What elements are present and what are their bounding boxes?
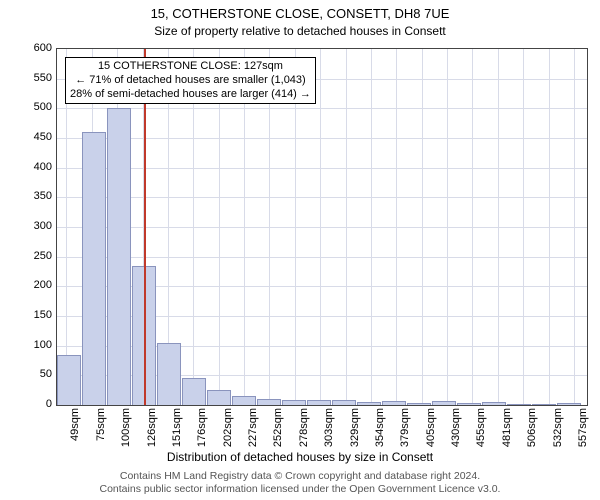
gridline-h — [57, 257, 587, 258]
y-tick-label: 600 — [12, 42, 52, 54]
histogram-bar — [432, 401, 456, 405]
footer-line1: Contains HM Land Registry data © Crown c… — [0, 470, 600, 483]
histogram-bar — [507, 404, 531, 405]
gridline-v — [320, 49, 321, 405]
chart-title: 15, COTHERSTONE CLOSE, CONSETT, DH8 7UE — [0, 6, 600, 21]
histogram-bar — [557, 403, 581, 405]
x-tick-label: 227sqm — [247, 408, 259, 468]
gridline-v — [346, 49, 347, 405]
histogram-bar — [332, 400, 356, 405]
histogram-bar — [82, 132, 106, 405]
footer-line2: Contains public sector information licen… — [0, 483, 600, 496]
gridline-v — [549, 49, 550, 405]
y-tick-label: 550 — [12, 72, 52, 84]
gridline-v — [498, 49, 499, 405]
x-tick-label: 151sqm — [171, 408, 183, 468]
histogram-bar — [107, 108, 131, 405]
x-tick-label: 329sqm — [349, 408, 361, 468]
gridline-h — [57, 197, 587, 198]
annotation-line3: 28% of semi-detached houses are larger (… — [70, 88, 311, 102]
x-tick-label: 176sqm — [196, 408, 208, 468]
gridline-h — [57, 168, 587, 169]
histogram-bar — [57, 355, 81, 405]
y-tick-label: 400 — [12, 161, 52, 173]
plot-area: 15 COTHERSTONE CLOSE: 127sqm ← 71% of de… — [56, 48, 588, 406]
histogram-bar — [232, 396, 256, 405]
y-tick-label: 250 — [12, 250, 52, 262]
annotation-line2: ← 71% of detached houses are smaller (1,… — [70, 74, 311, 88]
x-tick-label: 126sqm — [146, 408, 158, 468]
histogram-bar — [357, 402, 381, 405]
x-tick-label: 481sqm — [501, 408, 513, 468]
gridline-v — [523, 49, 524, 405]
histogram-bar — [257, 399, 281, 405]
gridline-h — [57, 227, 587, 228]
histogram-bar — [307, 400, 331, 405]
histogram-bar — [382, 401, 406, 405]
y-tick-label: 300 — [12, 220, 52, 232]
y-tick-label: 150 — [12, 309, 52, 321]
x-tick-label: 557sqm — [577, 408, 589, 468]
x-tick-label: 405sqm — [425, 408, 437, 468]
y-tick-label: 100 — [12, 339, 52, 351]
x-tick-label: 455sqm — [475, 408, 487, 468]
annotation-box: 15 COTHERSTONE CLOSE: 127sqm ← 71% of de… — [65, 57, 316, 104]
x-tick-label: 49sqm — [69, 408, 81, 468]
gridline-v — [396, 49, 397, 405]
gridline-h — [57, 138, 587, 139]
chart-container: 15, COTHERSTONE CLOSE, CONSETT, DH8 7UE … — [0, 0, 600, 500]
y-tick-label: 450 — [12, 131, 52, 143]
histogram-bar — [282, 400, 306, 405]
y-tick-label: 350 — [12, 190, 52, 202]
x-tick-label: 100sqm — [120, 408, 132, 468]
y-tick-label: 50 — [12, 368, 52, 380]
x-tick-label: 379sqm — [399, 408, 411, 468]
gridline-v — [422, 49, 423, 405]
gridline-v — [574, 49, 575, 405]
chart-subtitle: Size of property relative to detached ho… — [0, 24, 600, 38]
gridline-h — [57, 108, 587, 109]
x-tick-label: 506sqm — [526, 408, 538, 468]
histogram-bar — [482, 402, 506, 405]
x-tick-label: 532sqm — [552, 408, 564, 468]
x-tick-label: 303sqm — [323, 408, 335, 468]
x-tick-label: 252sqm — [272, 408, 284, 468]
y-tick-label: 0 — [12, 398, 52, 410]
y-tick-label: 500 — [12, 101, 52, 113]
gridline-v — [447, 49, 448, 405]
histogram-bar — [407, 403, 431, 405]
histogram-bar — [532, 404, 556, 405]
x-tick-label: 354sqm — [374, 408, 386, 468]
y-tick-label: 200 — [12, 279, 52, 291]
x-tick-label: 202sqm — [222, 408, 234, 468]
x-tick-label: 278sqm — [298, 408, 310, 468]
x-tick-label: 75sqm — [95, 408, 107, 468]
x-tick-label: 430sqm — [450, 408, 462, 468]
gridline-v — [472, 49, 473, 405]
histogram-bar — [157, 343, 181, 405]
histogram-bar — [457, 403, 481, 405]
gridline-v — [371, 49, 372, 405]
annotation-line1: 15 COTHERSTONE CLOSE: 127sqm — [70, 60, 311, 74]
histogram-bar — [207, 390, 231, 405]
histogram-bar — [182, 378, 206, 405]
footer-attribution: Contains HM Land Registry data © Crown c… — [0, 470, 600, 496]
